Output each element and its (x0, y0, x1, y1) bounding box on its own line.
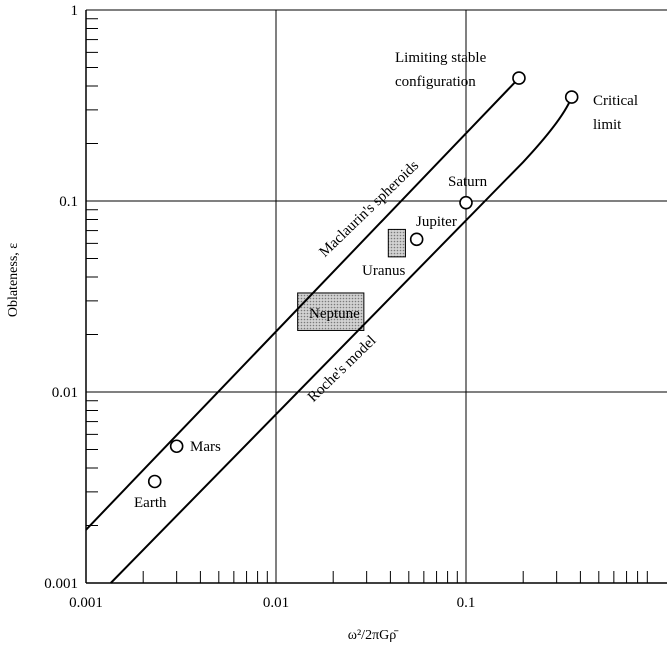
planet-point-saturn (459, 195, 473, 210)
axes (85, 10, 667, 584)
y-tick-label: 1 (71, 3, 79, 19)
label-saturn: Saturn (448, 174, 488, 190)
uranus-region (387, 228, 406, 258)
planet-point-earth (147, 474, 162, 489)
x-tick-label: 0.01 (263, 595, 289, 611)
y-tick-label: 0.1 (59, 194, 78, 210)
y-tick-label: 0.001 (44, 576, 78, 592)
label-uranus: Uranus (362, 263, 405, 279)
planet-point-jupiter (409, 232, 424, 247)
grid (86, 9, 667, 583)
label-roches-model: Roche's model (305, 333, 379, 406)
x-tick-label: 0.1 (457, 595, 476, 611)
y-tick-label: 0.01 (52, 385, 78, 401)
maclaurin-curve (85, 77, 520, 531)
x-axis-label: ω²/2πGρ̄ (348, 628, 399, 643)
label-jupiter: Jupiter (416, 214, 457, 230)
label-earth: Earth (134, 495, 167, 511)
label-limiting-stable-configuration: Limiting stable configuration (395, 50, 487, 90)
label-neptune: Neptune (309, 306, 360, 322)
label-maclaurin-spheroids: Maclaurin's spheroids (316, 158, 422, 261)
roche-curve (110, 96, 573, 584)
x-tick-label: 0.001 (69, 595, 103, 611)
curve-end-marker (564, 90, 579, 104)
planet-regions (297, 228, 406, 331)
planet-point-mars (169, 439, 184, 454)
curve-end-marker (512, 71, 526, 85)
neptune-region (297, 292, 365, 331)
y-axis-label: Oblateness, ε (6, 243, 21, 317)
label-critical-limit: Critical limit (593, 93, 638, 133)
planet-points (147, 71, 579, 489)
label-mars: Mars (190, 439, 221, 455)
